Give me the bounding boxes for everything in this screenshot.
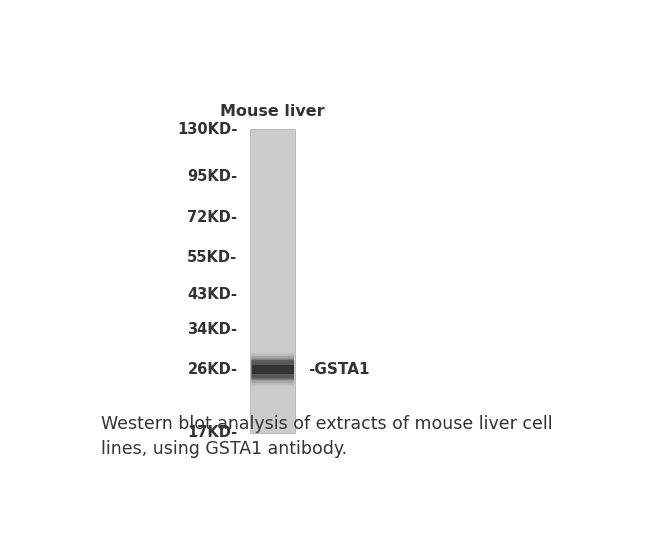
Bar [250, 129, 295, 433]
Text: 17KD-: 17KD- [187, 426, 237, 440]
Text: Mouse liver: Mouse liver [220, 104, 325, 119]
Bar [252, 365, 294, 374]
Text: Western blot analysis of extracts of mouse liver cell
lines, using GSTA1 antibod: Western blot analysis of extracts of mou… [101, 415, 553, 458]
FancyBboxPatch shape [252, 359, 294, 380]
FancyBboxPatch shape [252, 353, 294, 386]
Text: 26KD-: 26KD- [187, 362, 237, 377]
FancyBboxPatch shape [252, 360, 294, 379]
Text: 43KD-: 43KD- [187, 287, 237, 302]
Text: 55KD-: 55KD- [187, 250, 237, 265]
Text: 34KD-: 34KD- [187, 322, 237, 337]
Text: 130KD-: 130KD- [177, 122, 237, 137]
Text: -GSTA1: -GSTA1 [308, 362, 369, 377]
FancyBboxPatch shape [252, 356, 294, 383]
Text: 95KD-: 95KD- [187, 168, 237, 184]
Text: 72KD-: 72KD- [187, 210, 237, 225]
